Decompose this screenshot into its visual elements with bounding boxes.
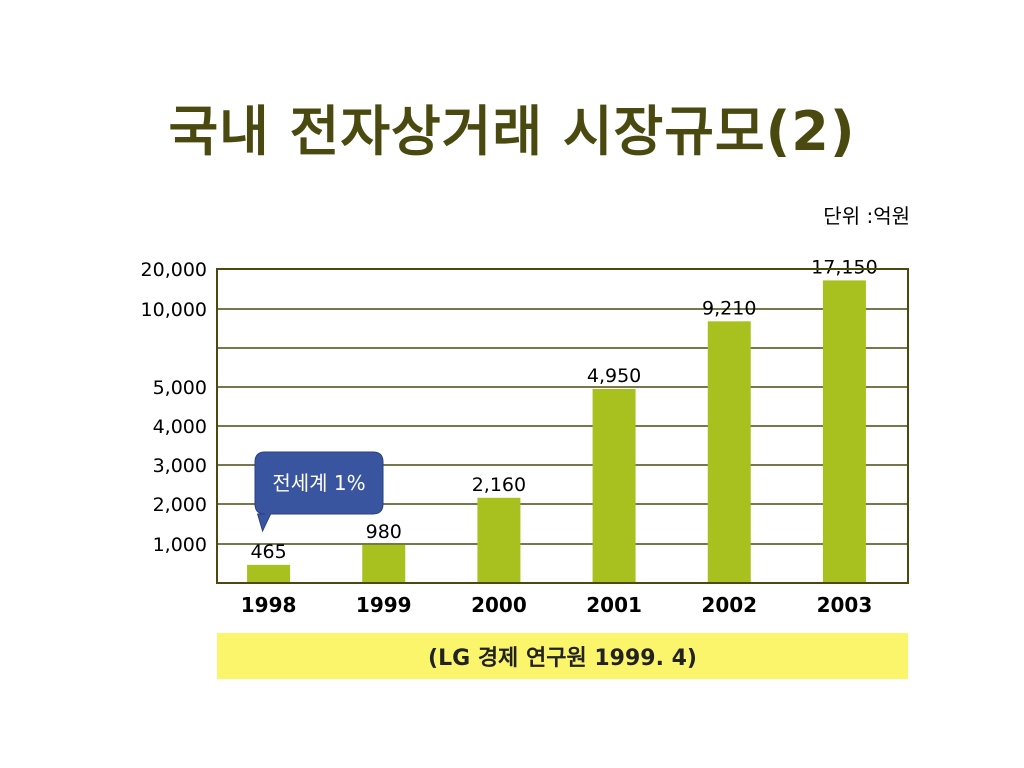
bar xyxy=(477,497,521,583)
x-tick-label: 2001 xyxy=(586,593,642,617)
data-label: 9,210 xyxy=(702,297,756,319)
bar xyxy=(362,544,406,583)
x-tick-label: 1999 xyxy=(356,593,412,617)
bar xyxy=(592,388,636,583)
x-tick-label: 2000 xyxy=(471,593,527,617)
data-labels: 465 980 2,160 4,950 9,210 17,150 xyxy=(250,256,877,562)
bar xyxy=(822,280,866,583)
source-note: (LG 경제 연구원 1999. 4) xyxy=(217,633,908,679)
bar xyxy=(247,564,291,583)
y-tick-label: 4,000 xyxy=(153,416,207,438)
y-tick-labels: 1,000 2,000 3,000 4,000 5,000 10,000 20,000 xyxy=(141,259,207,556)
bars xyxy=(247,280,866,583)
data-label: 2,160 xyxy=(472,474,526,496)
callout-text: 전세계 1% xyxy=(272,471,365,495)
plot-frame xyxy=(216,268,909,584)
bar xyxy=(707,321,751,583)
y-tick-label: 10,000 xyxy=(141,299,207,321)
unit-label: 단위 :억원 xyxy=(823,204,910,228)
data-label: 4,950 xyxy=(587,365,641,387)
x-tick-label: 1998 xyxy=(241,593,297,617)
callout: 전세계 1% xyxy=(254,451,384,533)
data-label: 17,150 xyxy=(811,256,877,278)
y-tick-label: 5,000 xyxy=(153,377,207,399)
x-tick-labels: 1998 1999 2000 2001 2002 2003 xyxy=(241,593,873,617)
x-tick-label: 2002 xyxy=(701,593,757,617)
data-label: 465 xyxy=(250,541,286,563)
slide-title: 국내 전자상거래 시장규모(2) xyxy=(168,100,856,163)
callout-bubble xyxy=(254,451,384,533)
y-tick-label: 3,000 xyxy=(153,455,207,477)
x-tick-label: 2003 xyxy=(817,593,873,617)
y-tick-label: 1,000 xyxy=(153,534,207,556)
y-tick-label: 2,000 xyxy=(153,494,207,516)
y-tick-label: 20,000 xyxy=(141,259,207,281)
source-text: (LG 경제 연구원 1999. 4) xyxy=(428,646,697,671)
data-label: 980 xyxy=(366,521,402,543)
